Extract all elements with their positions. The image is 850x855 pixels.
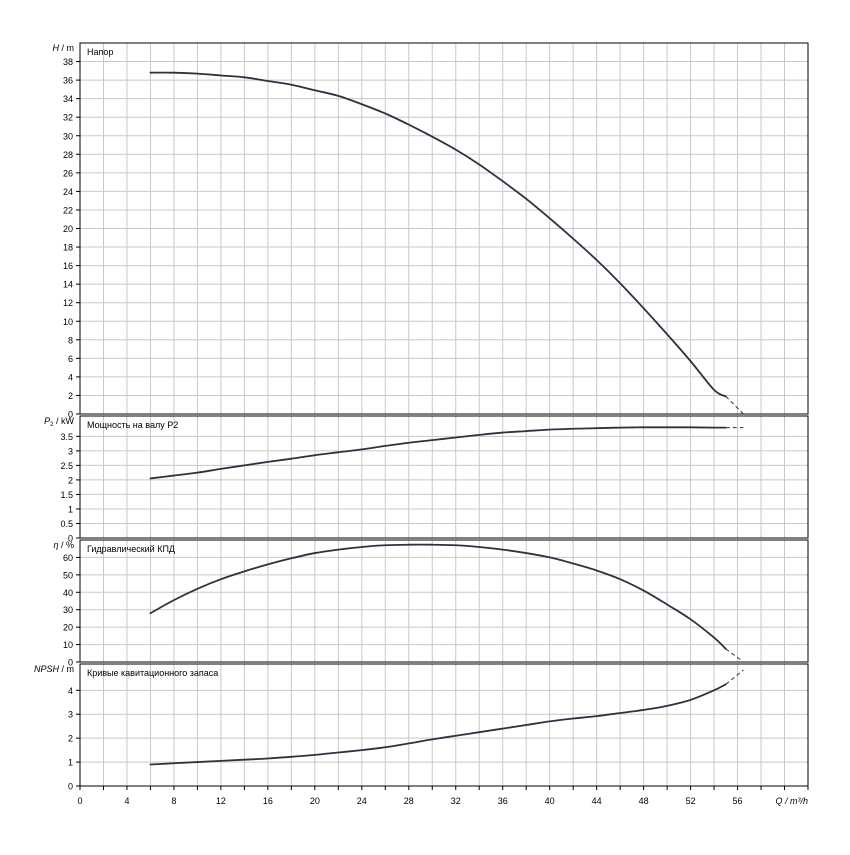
y-tick-label: 20 bbox=[63, 224, 73, 234]
x-tick-label: 44 bbox=[592, 796, 602, 806]
x-tick-label: 24 bbox=[357, 796, 367, 806]
curve-extrapolation bbox=[725, 648, 744, 663]
curve-npsh bbox=[149, 683, 727, 766]
panel-efficiency: 0 10 20 30 40 50 60 η / % Гидравлический КПД bbox=[53, 539, 809, 668]
y-tick-label: 22 bbox=[63, 205, 73, 215]
y-tick-label: 26 bbox=[63, 168, 73, 178]
y-tick-label: 6 bbox=[68, 354, 73, 364]
y-tick-label: 28 bbox=[63, 150, 73, 160]
y-axis-label: H / m bbox=[53, 43, 75, 53]
y-tick-label: 4 bbox=[68, 372, 73, 382]
x-tick-label: 36 bbox=[498, 796, 508, 806]
y-tick-label: 1 bbox=[68, 758, 73, 768]
y-tick-label: 60 bbox=[63, 553, 73, 563]
x-tick-label: 8 bbox=[171, 796, 176, 806]
y-axis-symbol: P bbox=[44, 416, 50, 426]
curve-efficiency bbox=[149, 543, 727, 650]
x-tick-label: 32 bbox=[451, 796, 461, 806]
panel-frame bbox=[79, 539, 809, 663]
y-tick-label: 10 bbox=[63, 317, 73, 327]
x-tick-label: 52 bbox=[686, 796, 696, 806]
panel-title: Гидравлический КПД bbox=[87, 544, 175, 554]
y-tick-label: 2 bbox=[68, 475, 73, 485]
panel-title: Кривые кавитационного запаса bbox=[87, 668, 218, 678]
x-tick-label: 48 bbox=[639, 796, 649, 806]
y-tick-label: 32 bbox=[63, 113, 73, 123]
y-axis-unit: / % bbox=[58, 540, 74, 550]
y-tick-label: 4 bbox=[68, 686, 73, 696]
y-tick-label: 8 bbox=[68, 335, 73, 345]
y-tick-label: 0 bbox=[68, 658, 73, 668]
x-tick-label: 0 bbox=[77, 796, 82, 806]
y-tick-label: 2 bbox=[68, 391, 73, 401]
y-tick-label: 20 bbox=[63, 623, 73, 633]
y-tick-label: 0.5 bbox=[60, 519, 73, 529]
y-tick-label: 16 bbox=[63, 261, 73, 271]
curve-extrapolation bbox=[725, 669, 744, 685]
curve-power bbox=[149, 426, 727, 480]
y-tick-label: 3 bbox=[68, 710, 73, 720]
y-tick-label: 36 bbox=[63, 76, 73, 86]
y-tick-label: 0 bbox=[68, 534, 73, 544]
x-tick-label: 56 bbox=[733, 796, 743, 806]
panel-frame bbox=[79, 663, 809, 787]
x-tick-label: 4 bbox=[124, 796, 129, 806]
y-tick-label: 18 bbox=[63, 243, 73, 253]
x-tick-label: 20 bbox=[310, 796, 320, 806]
y-axis-label: η / % bbox=[53, 540, 74, 550]
y-axis-symbol: NPSH bbox=[34, 664, 60, 674]
x-tick-label: 40 bbox=[545, 796, 555, 806]
y-tick-label: 30 bbox=[63, 605, 73, 615]
y-tick-label: 1 bbox=[68, 504, 73, 514]
panel-npsh: 0 1 2 3 4 NPSH / m Кривые кавитационного запас… bbox=[34, 663, 809, 792]
y-tick-label: 12 bbox=[63, 298, 73, 308]
y-tick-label: 34 bbox=[63, 94, 73, 104]
y-tick-label: 50 bbox=[63, 570, 73, 580]
y-tick-label: 0 bbox=[68, 410, 73, 420]
y-tick-label: 1.5 bbox=[60, 490, 73, 500]
y-tick-label: 2.5 bbox=[60, 461, 73, 471]
y-axis-label: NPSH / m bbox=[34, 664, 74, 674]
curve-extrapolation bbox=[725, 396, 744, 415]
y-tick-label: 24 bbox=[63, 187, 73, 197]
x-axis: 0 4 8 12 16 20 24 28 32 36 40 44 48 52 56 Q / m³/h bbox=[77, 786, 809, 806]
panel-frame bbox=[79, 415, 809, 539]
y-tick-label: 40 bbox=[63, 588, 73, 598]
y-axis-label: P2 / kW bbox=[44, 416, 74, 428]
panel-power: 00.511.522.533.5P2 / kW Мощность на валу … bbox=[44, 415, 809, 544]
y-tick-label: 38 bbox=[63, 57, 73, 67]
y-tick-label: 2 bbox=[68, 734, 73, 744]
x-tick-label: 12 bbox=[216, 796, 226, 806]
x-tick-label: 16 bbox=[263, 796, 273, 806]
x-axis-label: Q / m³/h bbox=[775, 796, 808, 806]
panel-title: Напор bbox=[87, 47, 113, 57]
y-tick-label: 14 bbox=[63, 280, 73, 290]
curve-head bbox=[149, 71, 727, 398]
y-tick-label: 0 bbox=[68, 782, 73, 792]
y-tick-label: 30 bbox=[63, 131, 73, 141]
y-tick-label: 3.5 bbox=[60, 432, 73, 442]
y-axis-symbol: H bbox=[53, 43, 60, 53]
y-axis-unit: / kW bbox=[54, 416, 75, 426]
y-axis-unit: / m bbox=[59, 664, 74, 674]
y-tick-label: 3 bbox=[68, 446, 73, 456]
panel-title: Мощность на валу P2 bbox=[87, 420, 178, 430]
x-tick-label: 28 bbox=[404, 796, 414, 806]
y-tick-label: 10 bbox=[63, 640, 73, 650]
y-axis-unit: / m bbox=[59, 43, 74, 53]
y-axis-subscript: 2 bbox=[50, 422, 54, 428]
y-axis-symbol: η bbox=[53, 540, 58, 550]
